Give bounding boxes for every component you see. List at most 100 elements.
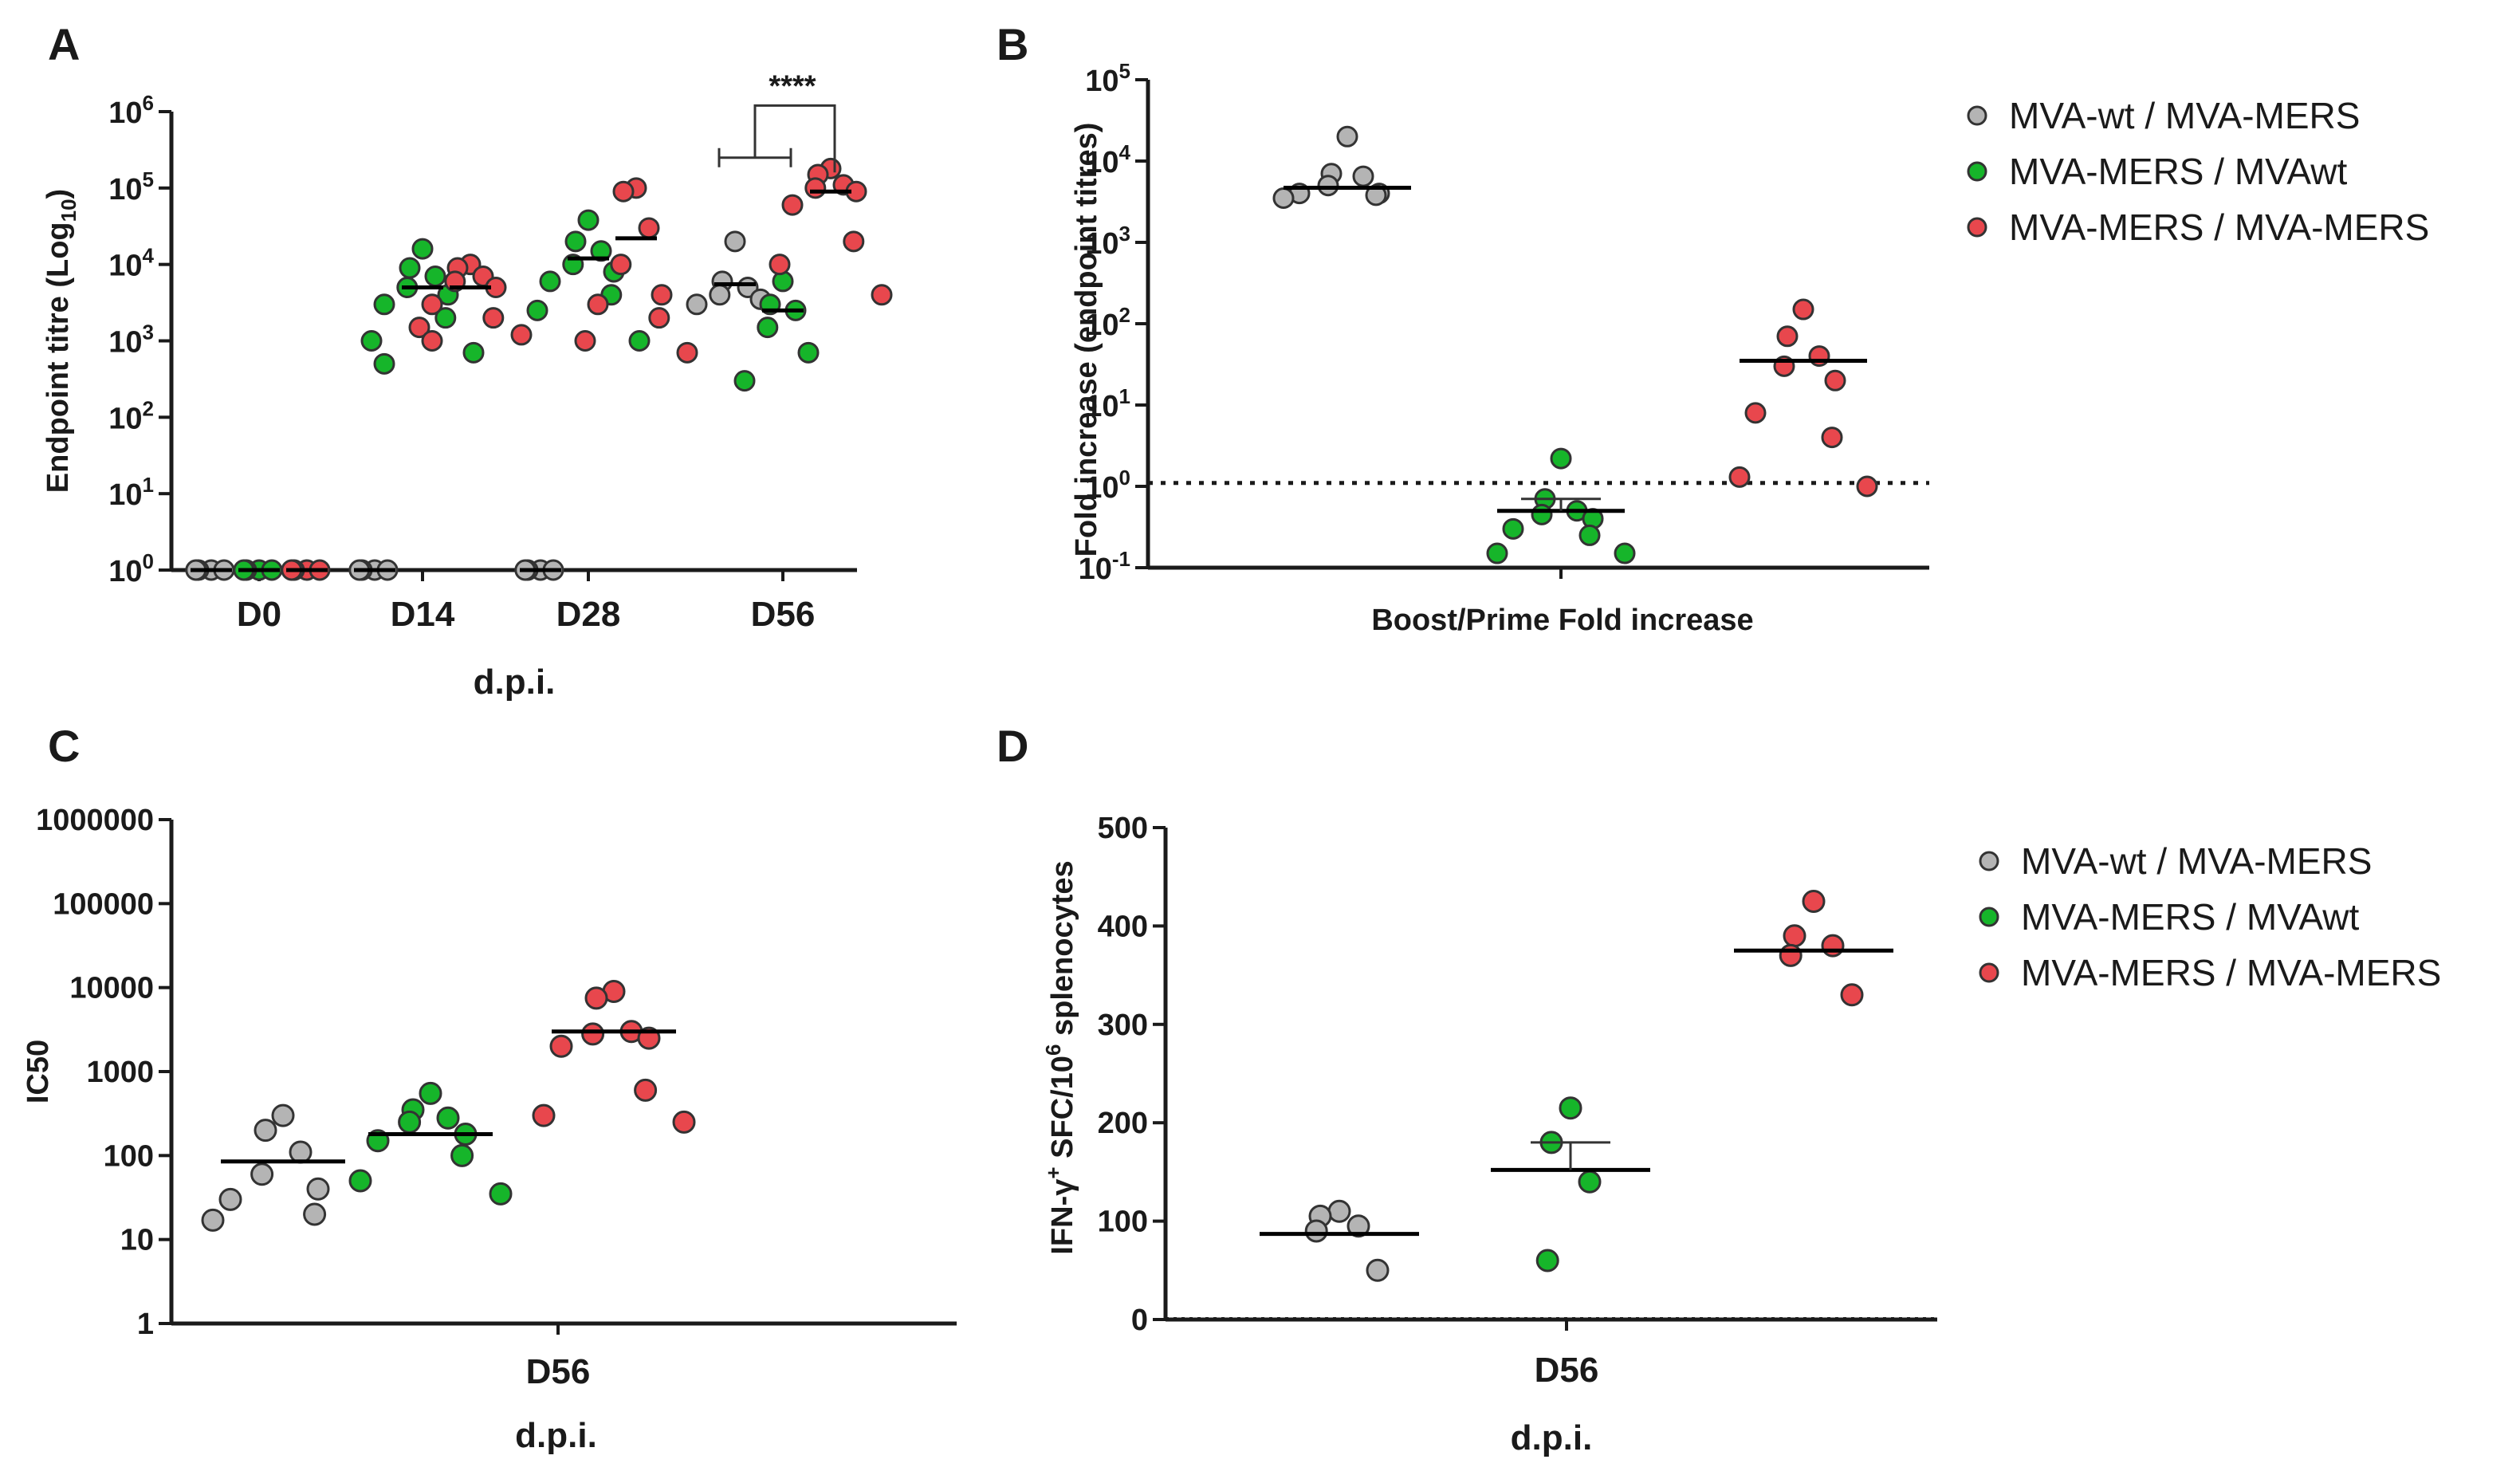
y-tick-label: 1000 [86, 1056, 154, 1089]
panel-d-grey-point [1327, 1199, 1351, 1223]
panel-d-red-point [1821, 934, 1845, 958]
panel-a-green-point [526, 299, 548, 321]
y-tick-label: 1 [137, 1308, 154, 1341]
panel-c-grey-point [271, 1103, 295, 1127]
panel-c-grey-point [289, 1140, 313, 1164]
panel-letter-c: C [48, 721, 80, 771]
panel-c-red-point [672, 1110, 696, 1134]
panel-a-green-point [733, 370, 756, 392]
significance-label: **** [769, 69, 816, 103]
panel-d-green-point [1559, 1096, 1582, 1120]
panel-letter-a: A [48, 19, 80, 69]
panel-c-green-point [398, 1110, 422, 1134]
panel-a-red-point [574, 330, 596, 352]
y-axis-title: IC50 [22, 1040, 55, 1103]
panel-b-grey-point [1317, 175, 1339, 197]
y-tick-label: 500 [1098, 812, 1148, 845]
panel-a-green-point [411, 238, 434, 260]
panel-d-grey-point [1346, 1214, 1370, 1238]
x-axis-title: d.p.i. [474, 663, 556, 702]
y-tick-label: 103 [108, 321, 154, 360]
panel-a-red-point [781, 194, 804, 216]
y-tick-label: 103 [1085, 222, 1130, 261]
y-tick-label: 101 [1085, 384, 1130, 423]
panel-a-grey-point [709, 284, 731, 306]
x-tick-label: D0 [237, 595, 281, 634]
panel-a-red-point [651, 284, 673, 306]
panel-a-green-point [757, 317, 779, 339]
panel-letter-b: B [997, 19, 1028, 69]
panel-a-green-point [373, 293, 395, 316]
panel-b-red-point [1821, 427, 1843, 449]
y-tick-label: 101 [108, 473, 154, 512]
x-axis-title: Boost/Prime Fold increase [1371, 604, 1753, 637]
panel-c-grey-point [250, 1162, 274, 1186]
x-tick-label: D56 [526, 1352, 591, 1391]
panel-b-grey-point [1365, 184, 1387, 206]
panel-d-red-point [1783, 924, 1806, 948]
panel-c-grey-point [218, 1187, 242, 1211]
panel-b-green-point [1614, 542, 1636, 564]
panel-a-green-point [462, 341, 485, 364]
legend-swatch [1979, 907, 1999, 927]
panel-a-red-point [676, 341, 698, 364]
x-axis-title: d.p.i. [515, 1416, 597, 1455]
panel-b-red-point [1728, 466, 1751, 488]
panel-d-green-point [1535, 1249, 1559, 1272]
panel-d: D 0 100 200 300 400 500 D56 IFN-γ+ SFC/106 splen… [997, 721, 1937, 1457]
panel-a-green-point [564, 230, 587, 253]
y-tick-label: 10000 [69, 972, 154, 1005]
panel-c-green-point [489, 1182, 513, 1206]
panel-a-green-point [434, 307, 457, 329]
panel-a-red-point [408, 317, 430, 339]
y-tick-label: 100 [104, 1139, 154, 1173]
y-axis-title: Fold increase (endpoint titres) [1070, 123, 1103, 557]
y-tick-label: 400 [1098, 910, 1148, 943]
panel-b-red-point [1856, 475, 1878, 498]
panel-b-red-point [1824, 369, 1846, 391]
x-tick-label: D28 [556, 595, 621, 634]
x-axis-title: d.p.i. [1511, 1418, 1593, 1457]
sig-bracket-caps [717, 148, 792, 167]
legend-label: MVA-MERS / MVAwt [2021, 896, 2359, 938]
panel-a-red-point [587, 293, 609, 316]
panel-a-green-point [424, 266, 446, 288]
panel-letter-d: D [997, 721, 1028, 771]
panel-a-green-point [399, 257, 421, 279]
panel-d-grey-point [1366, 1258, 1390, 1282]
panel-a-red-point [421, 293, 443, 316]
panel-b-green-point [1486, 542, 1508, 564]
legend-label: MVA-wt / MVA-MERS [2021, 840, 2372, 882]
panel-a-green-point [373, 352, 395, 375]
y-tick-label: 1000000 [36, 804, 154, 837]
panel-c-red-point [584, 986, 608, 1010]
y-tick-label: 106 [108, 91, 154, 130]
panel-a-red-point [421, 330, 443, 352]
y-tick-label: 100 [1085, 466, 1130, 505]
y-tick-label: 200 [1098, 1107, 1148, 1140]
y-tick-label: 102 [1085, 303, 1130, 342]
panel-d-grey-point [1304, 1219, 1328, 1243]
legend-swatch [1967, 161, 1987, 182]
panel-c-green-point [436, 1106, 460, 1130]
panel-c-grey-point [254, 1119, 277, 1143]
panel-b-red-point [1776, 325, 1799, 348]
panel-b-red-point [1744, 402, 1767, 424]
legend-swatch [1979, 962, 1999, 983]
panel-a-red-point [510, 324, 533, 346]
panel-a-grey-point [686, 293, 708, 316]
legend-swatch [1979, 851, 1999, 871]
panel-a-red-point [612, 180, 635, 203]
panel-a-red-point [804, 177, 827, 199]
panel-b: B 10-1 100 101 102 103 104 105 Fold increase (en… [997, 19, 1929, 637]
legend-bottom: MVA-wt / MVA-MERS MVA-MERS / MVAwt MVA-MER… [1979, 840, 2441, 993]
panel-c-grey-point [306, 1177, 330, 1201]
panel-b-grey-point [1352, 165, 1374, 187]
y-tick-label: 300 [1098, 1009, 1148, 1042]
panel-b-red-point [1792, 298, 1814, 321]
y-tick-label: 100 [108, 549, 154, 588]
panel-d-red-point [1779, 943, 1803, 967]
panel-c-red-point [634, 1078, 658, 1102]
panel-a-red-point [610, 254, 632, 276]
panel-c: C 1 10 100 1000 10000 100000 1000000 D56 IC50 d.p.… [22, 721, 957, 1455]
